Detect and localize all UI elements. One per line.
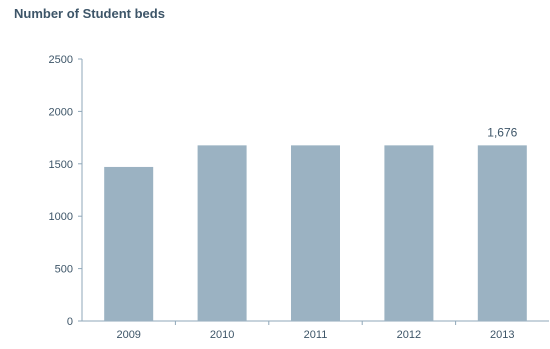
x-axis: 2009 2010 2011 2012 2013	[82, 320, 549, 341]
x-tick-label: 2011	[304, 329, 328, 341]
bar-2012	[384, 145, 434, 321]
data-label: 1,676	[487, 125, 517, 139]
bars	[104, 145, 527, 321]
y-tick-label: 1500	[49, 159, 73, 171]
x-tick-label: 2009	[116, 329, 140, 341]
y-tick-label: 1000	[49, 211, 73, 223]
bar-2011	[291, 145, 340, 321]
bar-2013	[477, 145, 527, 321]
chart-title: Number of Student beds	[14, 6, 165, 21]
x-tick-label: 2010	[210, 329, 234, 341]
y-tick-label: 500	[55, 264, 73, 276]
y-tick-label: 0	[67, 316, 73, 328]
bar-2009	[104, 166, 154, 321]
y-axis: 0 500 1000 1500 2000 2500	[49, 54, 83, 328]
x-tick-label: 2012	[397, 329, 421, 341]
x-tick-label: 2013	[490, 329, 514, 341]
y-tick-label: 2000	[49, 106, 73, 118]
data-labels: 1,676	[487, 125, 517, 139]
bar-2010	[197, 145, 247, 321]
y-tick-label: 2500	[49, 54, 73, 66]
